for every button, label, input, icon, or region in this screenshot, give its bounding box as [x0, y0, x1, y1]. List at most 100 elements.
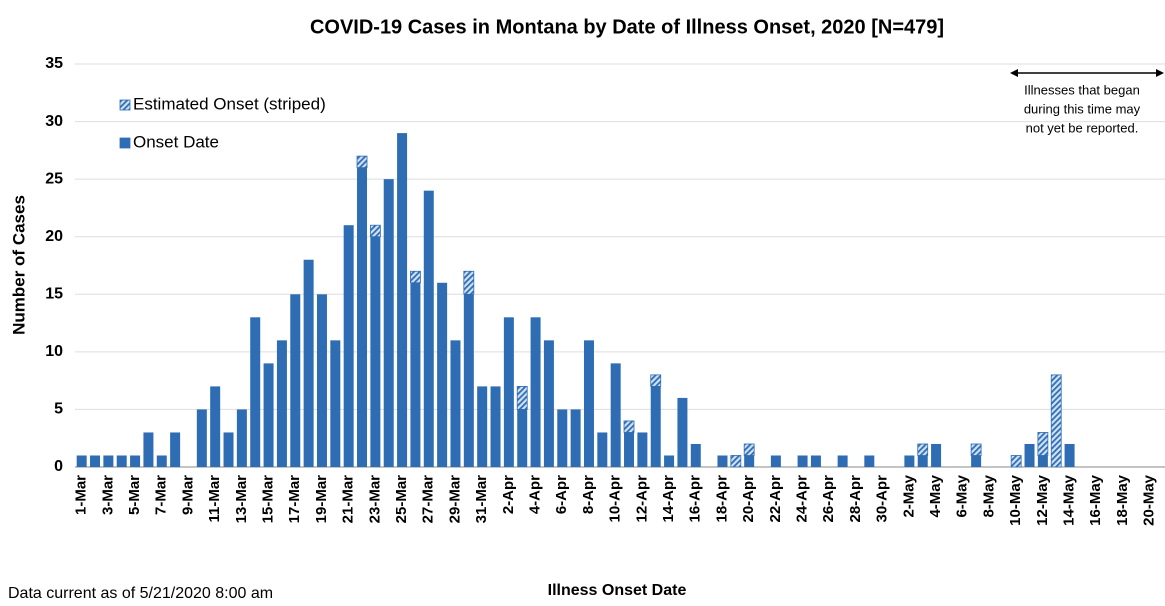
x-tick-label: 18-May — [1114, 474, 1131, 526]
bar — [450, 340, 461, 467]
x-axis-label: Illness Onset Date — [548, 582, 687, 599]
x-tick-label: 22-Apr — [767, 475, 784, 523]
bar — [677, 397, 688, 467]
bar — [103, 455, 114, 467]
x-tick-label: 14-Apr — [660, 475, 677, 523]
x-tick-label: 31-Mar — [473, 475, 490, 524]
x-tick-label: 19-Mar — [313, 475, 330, 524]
estimated-bar — [1037, 432, 1049, 456]
x-tick-label: 3-Mar — [99, 475, 116, 515]
estimated-bar — [410, 270, 421, 284]
bar — [143, 432, 154, 467]
bar — [917, 455, 928, 467]
x-tick-label: 9-Mar — [179, 475, 196, 515]
footnote: Data current as of 5/21/2020 8:00 am — [8, 585, 273, 601]
bar — [383, 179, 394, 467]
x-tick-label: 2-May — [900, 474, 917, 517]
bar — [90, 455, 101, 467]
bar — [543, 340, 554, 467]
bar — [597, 432, 608, 467]
x-tick-label: 30-Apr — [874, 475, 891, 523]
bar — [1024, 443, 1035, 467]
bar — [330, 340, 341, 467]
legend-swatch — [119, 137, 131, 149]
x-tick-label: 27-Mar — [420, 475, 437, 524]
x-tick-label: 26-Apr — [820, 475, 837, 523]
bar — [263, 363, 274, 467]
legend-swatch — [119, 99, 131, 111]
bar — [517, 409, 528, 467]
legend-label: Onset Date — [133, 132, 219, 151]
estimated-bar — [1050, 374, 1062, 468]
x-tick-label: 12-Apr — [633, 475, 650, 523]
y-tick-label: 5 — [54, 401, 63, 418]
bar — [904, 455, 915, 467]
x-tick-label: 16-May — [1087, 474, 1104, 526]
bar — [664, 455, 675, 467]
bar — [397, 133, 408, 468]
bar — [423, 190, 434, 467]
estimated-bar — [730, 455, 742, 468]
x-tick-label: 14-May — [1061, 474, 1078, 526]
bar — [610, 363, 621, 467]
bar — [223, 432, 234, 467]
estimated-bar — [369, 224, 381, 238]
y-tick-label: 30 — [45, 113, 63, 130]
bar — [624, 432, 635, 467]
x-tick-label: 8-May — [980, 474, 997, 517]
y-tick-label: 25 — [45, 170, 63, 187]
x-tick-label: 20-May — [1141, 474, 1158, 526]
y-tick-label: 35 — [45, 55, 63, 72]
x-tick-label: 10-May — [1007, 474, 1024, 526]
estimated-bar — [917, 443, 929, 456]
bar — [503, 317, 514, 467]
bar — [463, 294, 474, 467]
bar — [837, 455, 848, 467]
x-tick-label: 11-Mar — [206, 475, 223, 523]
x-tick-label: 20-Apr — [740, 475, 757, 523]
bar — [557, 409, 568, 467]
x-tick-label: 4-May — [927, 474, 944, 517]
annotation: not yet be reported. — [1026, 120, 1139, 135]
bar — [130, 455, 141, 467]
bar — [303, 259, 314, 467]
estimated-bar — [650, 374, 662, 387]
estimated-bar — [970, 443, 982, 456]
x-tick-label: 12-May — [1034, 474, 1051, 526]
bar — [250, 317, 261, 467]
x-tick-label: 16-Apr — [687, 475, 704, 523]
annotation: during this time may — [1024, 101, 1141, 116]
x-tick-label: 10-Apr — [607, 475, 624, 523]
bar — [971, 455, 982, 467]
y-axis-label: Number of Cases — [9, 195, 28, 335]
bar — [196, 409, 207, 467]
bar — [343, 225, 354, 467]
bar — [637, 432, 648, 467]
x-tick-label: 17-Mar — [286, 475, 303, 524]
bar — [570, 409, 581, 467]
bar — [744, 455, 755, 467]
bar — [810, 455, 821, 467]
y-tick-label: 0 — [54, 458, 63, 475]
bar — [210, 386, 221, 467]
bar — [357, 167, 368, 467]
annotation: Illnesses that began — [1024, 82, 1140, 97]
x-tick-label: 2-Apr — [500, 475, 517, 514]
estimated-bar — [1010, 455, 1022, 468]
x-tick-label: 13-Mar — [233, 475, 250, 524]
x-tick-label: 8-Apr — [580, 475, 597, 514]
bar — [490, 386, 501, 467]
x-tick-label: 1-Mar — [73, 475, 90, 515]
bar — [236, 409, 247, 467]
x-tick-label: 7-Mar — [153, 475, 170, 515]
x-tick-label: 25-Mar — [393, 475, 410, 524]
x-tick-label: 6-Apr — [553, 475, 570, 514]
x-tick-label: 18-Apr — [713, 475, 730, 523]
bar — [76, 455, 87, 467]
x-tick-label: 4-Apr — [527, 475, 544, 514]
bar — [1037, 455, 1048, 467]
legend-label: Estimated Onset (striped) — [133, 94, 326, 113]
bar — [931, 443, 942, 467]
estimated-bar — [356, 155, 368, 169]
estimated-bar — [623, 420, 635, 433]
